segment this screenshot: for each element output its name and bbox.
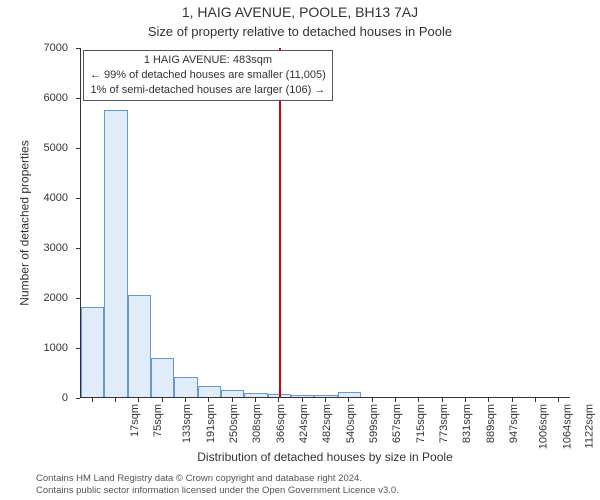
ytick-label: 2000 [44,292,68,304]
xtick-label: 889sqm [485,404,497,443]
xtick-mark [302,398,303,402]
ytick-label: 7000 [44,42,68,54]
xtick-label: 133sqm [181,404,193,443]
ytick-mark [76,48,80,49]
ytick-mark [76,198,80,199]
xtick-mark [255,398,256,402]
histogram-bar [81,307,104,397]
xtick-label: 540sqm [345,404,357,443]
xtick-mark [372,398,373,402]
xtick-mark [465,398,466,402]
ytick-label: 4000 [44,192,68,204]
xtick-label: 599sqm [368,404,380,443]
annotation-line: 1 HAIG AVENUE: 483sqm [90,53,326,68]
xtick-label: 1006sqm [538,404,550,449]
ytick-mark [76,248,80,249]
xtick-mark [558,398,559,402]
xtick-mark [115,398,116,402]
ytick-mark [76,148,80,149]
xtick-label: 17sqm [129,404,141,437]
xtick-mark [162,398,163,402]
xtick-label: 773sqm [438,404,450,443]
ytick-mark [76,298,80,299]
xtick-label: 308sqm [251,404,263,443]
footer-line-2: Contains public sector information licen… [36,485,596,496]
xtick-label: 947sqm [508,404,520,443]
histogram-bar [221,390,244,398]
footer-line-1: Contains HM Land Registry data © Crown c… [36,473,596,484]
chart-title-sub: Size of property relative to detached ho… [0,24,600,39]
xtick-label: 191sqm [205,404,217,443]
annotation-line: 1% of semi-detached houses are larger (1… [90,83,326,98]
xtick-mark [442,398,443,402]
xtick-mark [535,398,536,402]
xtick-mark [232,398,233,402]
xtick-label: 250sqm [228,404,240,443]
xtick-mark [348,398,349,402]
ytick-mark [76,98,80,99]
xtick-label: 657sqm [391,404,403,443]
histogram-bar [151,358,174,397]
xtick-label: 366sqm [275,404,287,443]
histogram-bar [128,295,151,398]
yaxis-tick-labels: 01000200030004000500060007000 [0,48,72,398]
annotation-line: ← 99% of detached houses are smaller (11… [90,68,326,83]
histogram-bar [314,395,337,398]
xtick-mark [278,398,279,402]
plot-area: 1 HAIG AVENUE: 483sqm← 99% of detached h… [80,48,570,398]
xtick-mark [325,398,326,402]
footer-attribution: Contains HM Land Registry data © Crown c… [36,473,596,496]
ytick-label: 5000 [44,142,68,154]
xtick-mark [92,398,93,402]
annotation-box: 1 HAIG AVENUE: 483sqm← 99% of detached h… [83,50,333,101]
histogram-bar [198,386,221,397]
histogram-bar [104,110,127,398]
ytick-label: 0 [62,392,68,404]
xtick-label: 75sqm [152,404,164,437]
xaxis-tick-labels: 17sqm 75sqm 133sqm 191sqm 250sqm 308sqm 366sqm… [80,400,570,454]
xtick-mark [488,398,489,402]
ytick-mark [76,348,80,349]
chart-title-main: 1, HAIG AVENUE, POOLE, BH13 7AJ [0,4,600,20]
histogram-bar [174,377,197,397]
ytick-label: 3000 [44,242,68,254]
xtick-label: 831sqm [461,404,473,443]
histogram-bar [338,392,361,397]
xtick-mark [395,398,396,402]
xtick-label: 424sqm [298,404,310,443]
xtick-label: 1064sqm [561,404,573,449]
ytick-label: 6000 [44,92,68,104]
xtick-mark [185,398,186,402]
ytick-label: 1000 [44,342,68,354]
xtick-mark [208,398,209,402]
xtick-mark [138,398,139,402]
histogram-bar [291,395,314,398]
xaxis-title: Distribution of detached houses by size … [80,450,570,464]
histogram-bar [244,393,267,398]
xtick-label: 715sqm [415,404,427,443]
xtick-mark [512,398,513,402]
ytick-mark [76,398,80,399]
xtick-label: 1122sqm [583,404,595,448]
xtick-label: 482sqm [321,404,333,443]
xtick-mark [418,398,419,402]
